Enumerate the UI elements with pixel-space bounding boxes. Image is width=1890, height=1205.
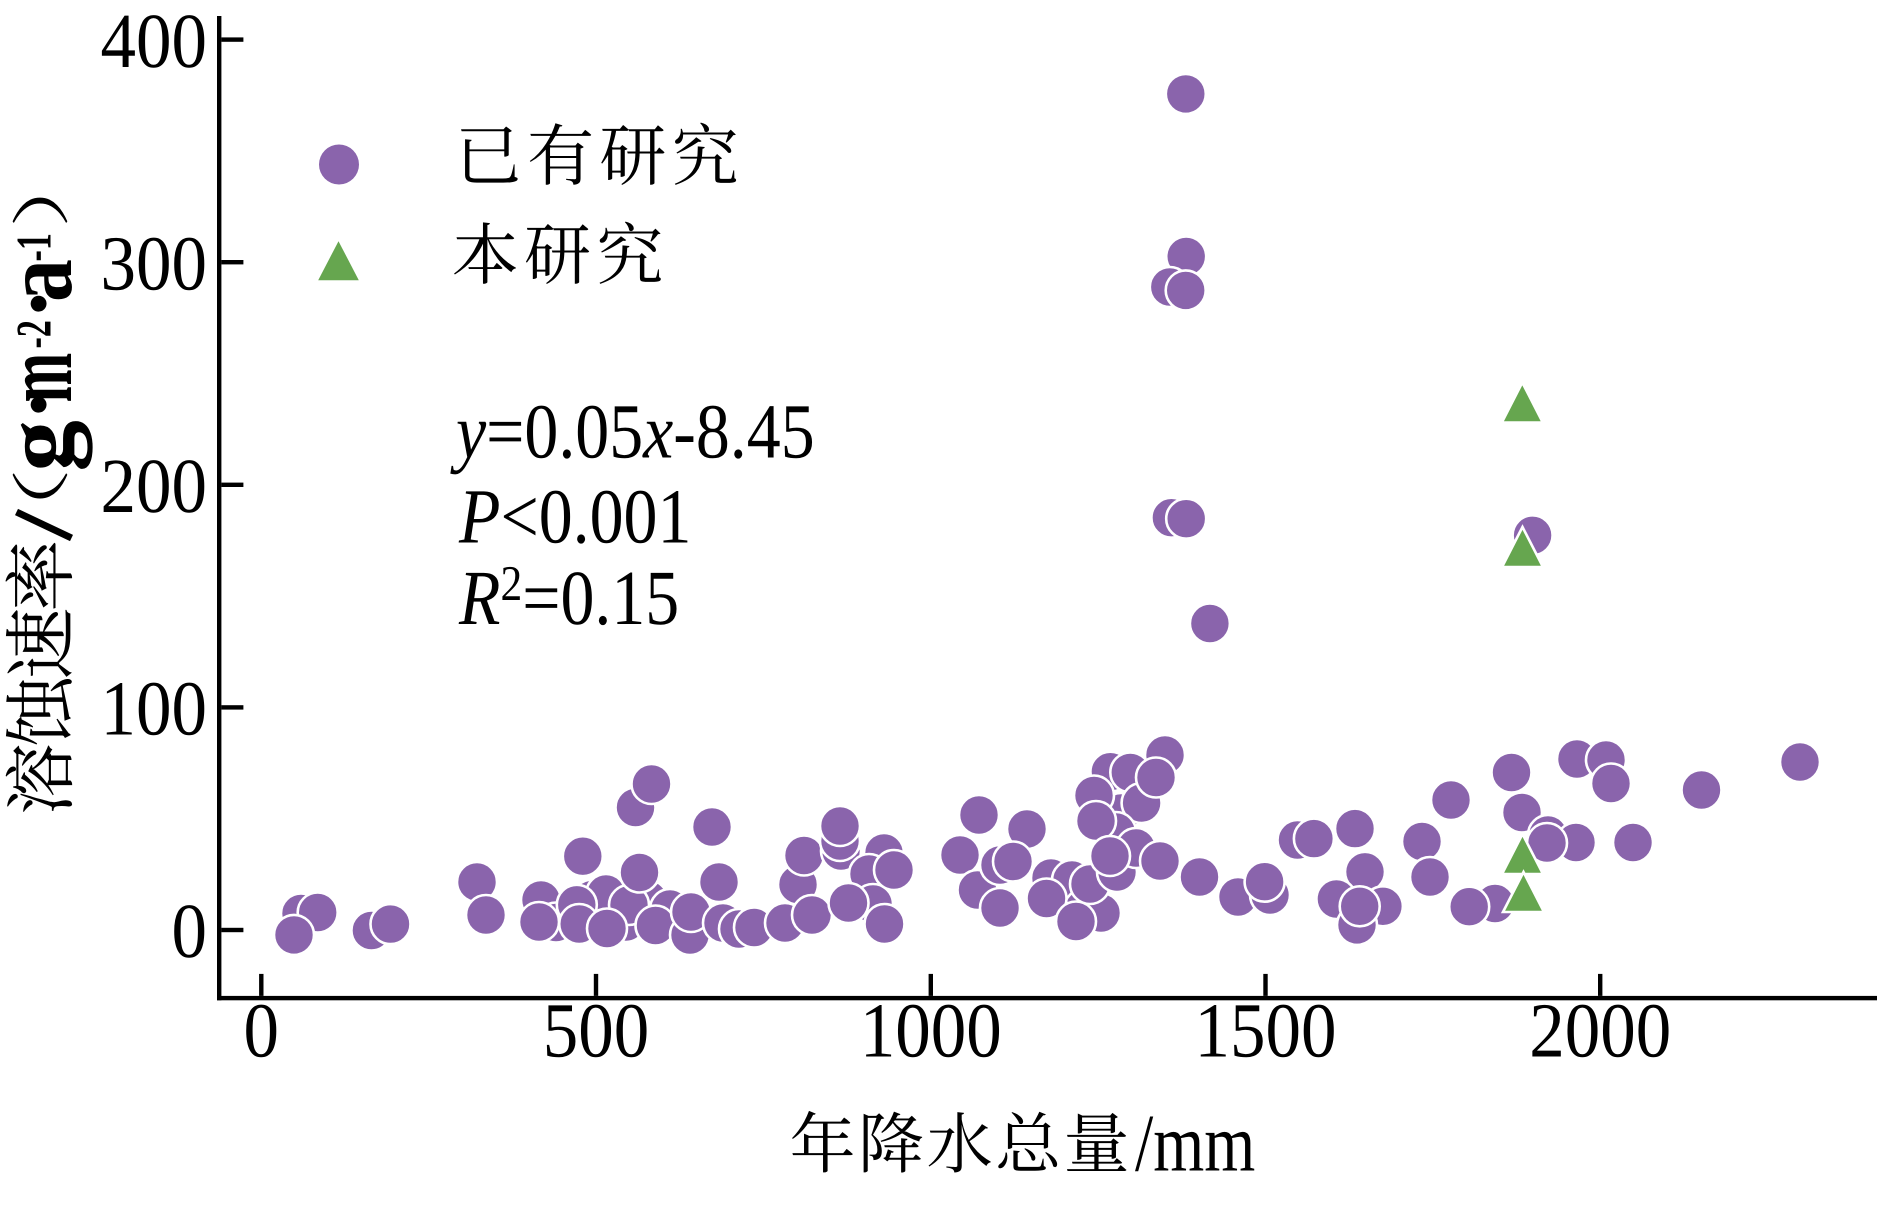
svg-text:g: g [0, 420, 93, 471]
svg-text:y=0.05x-8.45: y=0.05x-8.45 [450, 388, 815, 475]
svg-text:1500: 1500 [1195, 987, 1337, 1074]
svg-text:m: m [0, 353, 93, 403]
svg-text:400: 400 [101, 0, 207, 84]
svg-text:0: 0 [244, 987, 279, 1074]
svg-text:a: a [0, 259, 93, 302]
svg-text:R2=0.15: R2=0.15 [458, 554, 679, 641]
svg-text:100: 100 [101, 665, 207, 752]
svg-text:P<0.001: P<0.001 [458, 473, 691, 560]
svg-text:/mm: /mm [1135, 1098, 1255, 1189]
svg-text:2000: 2000 [1529, 987, 1671, 1074]
svg-text:300: 300 [101, 219, 207, 306]
svg-text:1000: 1000 [860, 987, 1002, 1074]
svg-text:200: 200 [101, 442, 207, 529]
svg-text:500: 500 [543, 987, 649, 1074]
svg-text:·: · [0, 388, 93, 421]
svg-text:0: 0 [172, 887, 207, 974]
svg-text:·: · [0, 287, 93, 320]
svg-text:-2: -2 [6, 320, 62, 348]
svg-text:-1: -1 [6, 233, 62, 261]
